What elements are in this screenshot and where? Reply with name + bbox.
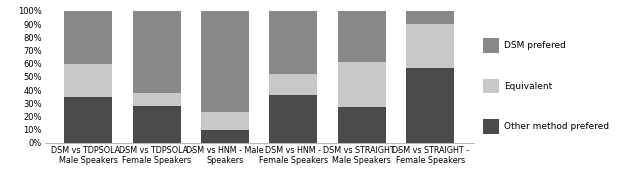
Bar: [64, 11, 112, 64]
Bar: [338, 11, 386, 62]
Bar: [64, 97, 112, 143]
Bar: [406, 68, 454, 143]
Bar: [406, 24, 454, 68]
Bar: [201, 112, 249, 130]
Text: DSM prefered: DSM prefered: [504, 41, 566, 50]
Bar: [269, 95, 317, 143]
Bar: [132, 11, 180, 93]
Bar: [64, 64, 112, 97]
Bar: [338, 107, 386, 143]
Bar: [132, 93, 180, 106]
Text: Other method prefered: Other method prefered: [504, 122, 609, 131]
Bar: [338, 62, 386, 107]
Bar: [201, 130, 249, 143]
Bar: [269, 74, 317, 95]
Bar: [132, 106, 180, 143]
Bar: [269, 11, 317, 74]
Bar: [406, 11, 454, 24]
Text: Equivalent: Equivalent: [504, 81, 552, 91]
Bar: [201, 11, 249, 112]
